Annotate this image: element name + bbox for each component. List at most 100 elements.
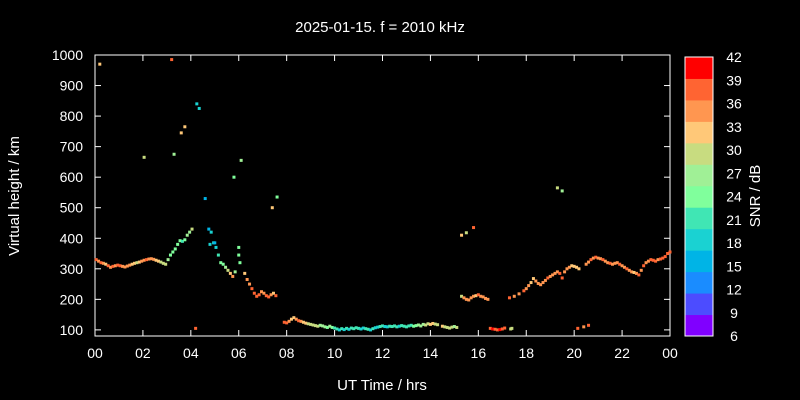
data-point (207, 227, 211, 231)
data-point (270, 206, 274, 210)
data-point (484, 296, 488, 300)
x-tick-label: 20 (566, 345, 582, 361)
data-point (252, 291, 256, 295)
data-point (378, 325, 382, 329)
colorbar-swatch (685, 121, 713, 144)
data-point (228, 271, 232, 275)
data-point (237, 253, 241, 257)
data-point (582, 325, 586, 329)
data-point (560, 276, 564, 280)
data-point (443, 325, 447, 329)
data-point (209, 230, 213, 234)
data-point (448, 326, 452, 330)
data-point (306, 322, 310, 326)
data-point (325, 325, 329, 329)
data-point (97, 259, 101, 263)
data-point (421, 322, 425, 326)
data-point (634, 271, 638, 275)
data-point (591, 256, 595, 260)
data-point (170, 58, 174, 62)
data-point (464, 231, 468, 235)
data-point (232, 175, 236, 179)
data-point (584, 262, 588, 266)
data-point (637, 273, 641, 277)
data-point (651, 258, 655, 262)
data-point (553, 271, 557, 275)
data-point (164, 262, 168, 266)
data-point (565, 267, 569, 271)
data-point (282, 320, 286, 324)
y-axis: 100 200 300 400 500 600 700 800 900 1000 (52, 47, 670, 338)
data-point (587, 323, 591, 327)
data-point (512, 294, 516, 298)
colorbar-tick-label: 30 (726, 142, 742, 158)
data-point (161, 261, 165, 265)
data-point (111, 264, 115, 268)
y-tick-label: 600 (60, 169, 84, 185)
data-point (589, 258, 593, 262)
data-point (183, 125, 187, 129)
data-point (216, 253, 220, 257)
data-point (179, 131, 183, 135)
data-point (274, 294, 278, 298)
data-points (94, 58, 672, 332)
chart-title: 2025-01-15. f = 2010 kHz (295, 19, 465, 36)
data-point (238, 261, 242, 265)
data-point (450, 325, 454, 329)
data-point (642, 264, 646, 268)
data-point (407, 324, 411, 328)
data-point (440, 324, 444, 328)
data-point (98, 62, 102, 66)
y-tick-label: 1000 (52, 47, 83, 63)
data-point (239, 158, 243, 162)
data-point (364, 327, 368, 331)
data-point (304, 321, 308, 325)
data-point (555, 270, 559, 274)
colorbar-tick-label: 36 (726, 96, 742, 112)
data-point (168, 253, 172, 257)
data-point (601, 258, 605, 262)
colorbar-swatch (685, 314, 713, 337)
data-point (172, 152, 176, 156)
colorbar-tick-label: 39 (726, 72, 742, 88)
colorbar-swatch (685, 78, 713, 101)
data-point (337, 328, 341, 332)
data-point (376, 325, 380, 329)
data-point (546, 276, 550, 280)
data-point (491, 327, 495, 331)
colorbar-tick-label: 18 (726, 235, 742, 251)
data-point (248, 282, 252, 286)
data-point (260, 290, 264, 294)
data-point (257, 293, 261, 297)
colorbar-tick-label: 21 (726, 212, 742, 228)
y-tick-label: 200 (60, 291, 84, 307)
x-tick-label: 00 (87, 345, 103, 361)
colorbar-tick-label: 33 (726, 119, 742, 135)
colorbar-tick-label: 24 (726, 189, 742, 205)
data-point (462, 296, 466, 300)
data-point (431, 321, 435, 325)
data-point (113, 264, 117, 268)
data-point (250, 287, 254, 291)
colorbar-swatch (685, 99, 713, 122)
data-point (269, 293, 273, 297)
data-point (392, 324, 396, 328)
data-point (330, 325, 334, 329)
data-point (237, 245, 241, 249)
data-point (309, 322, 313, 326)
data-point (130, 262, 134, 266)
data-point (563, 270, 567, 274)
data-point (576, 326, 580, 330)
data-point (173, 247, 177, 251)
data-point (668, 250, 672, 254)
data-point (517, 292, 521, 296)
data-point (116, 263, 120, 267)
colorbar-tick-label: 15 (726, 258, 742, 274)
data-point (428, 322, 432, 326)
data-point (340, 327, 344, 331)
data-point (577, 267, 581, 271)
data-point (219, 261, 223, 265)
data-point (135, 261, 139, 265)
data-point (606, 261, 610, 265)
data-point (275, 195, 279, 199)
